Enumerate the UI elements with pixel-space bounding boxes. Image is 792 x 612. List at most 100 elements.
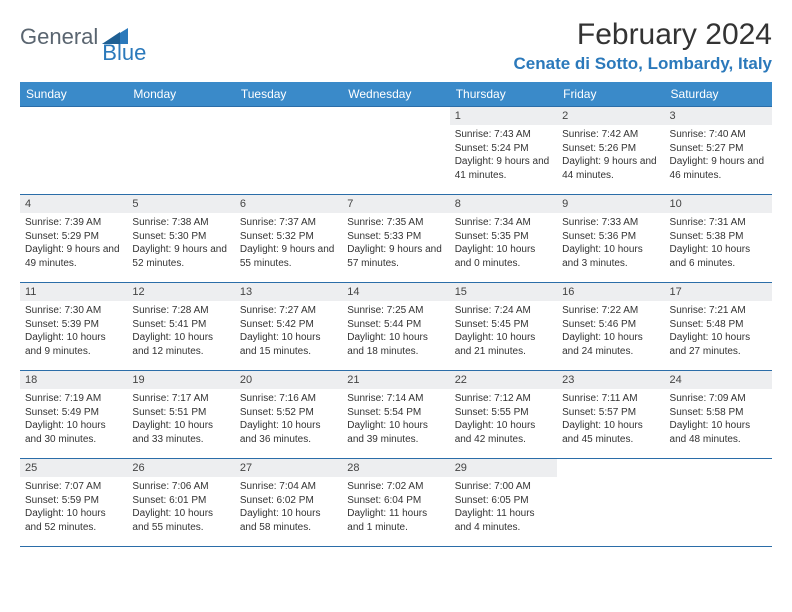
daylight-line: Daylight: 9 hours and 57 minutes.: [347, 243, 444, 270]
sunrise-line: Sunrise: 7:40 AM: [670, 128, 767, 142]
header: General Blue February 2024 Cenate di Sot…: [20, 18, 772, 74]
empty-cell: [20, 107, 127, 195]
calendar-head: SundayMondayTuesdayWednesdayThursdayFrid…: [20, 82, 772, 107]
day-cell: 12Sunrise: 7:28 AMSunset: 5:41 PMDayligh…: [127, 283, 234, 371]
day-number: 19: [127, 371, 234, 389]
daylight-line: Daylight: 10 hours and 58 minutes.: [240, 507, 337, 534]
sunrise-line: Sunrise: 7:21 AM: [670, 304, 767, 318]
daylight-line: Daylight: 10 hours and 30 minutes.: [25, 419, 122, 446]
day-cell: 14Sunrise: 7:25 AMSunset: 5:44 PMDayligh…: [342, 283, 449, 371]
weekday-header: Wednesday: [342, 82, 449, 107]
day-details: Sunrise: 7:06 AMSunset: 6:01 PMDaylight:…: [127, 477, 234, 537]
daylight-line: Daylight: 10 hours and 15 minutes.: [240, 331, 337, 358]
day-cell: 2Sunrise: 7:42 AMSunset: 5:26 PMDaylight…: [557, 107, 664, 195]
day-cell: 26Sunrise: 7:06 AMSunset: 6:01 PMDayligh…: [127, 459, 234, 547]
day-number: 14: [342, 283, 449, 301]
daylight-line: Daylight: 10 hours and 9 minutes.: [25, 331, 122, 358]
sunrise-line: Sunrise: 7:11 AM: [562, 392, 659, 406]
daylight-line: Daylight: 10 hours and 24 minutes.: [562, 331, 659, 358]
sunrise-line: Sunrise: 7:24 AM: [455, 304, 552, 318]
day-details: Sunrise: 7:35 AMSunset: 5:33 PMDaylight:…: [342, 213, 449, 273]
sunset-line: Sunset: 5:54 PM: [347, 406, 444, 420]
daylight-line: Daylight: 10 hours and 27 minutes.: [670, 331, 767, 358]
sunset-line: Sunset: 5:33 PM: [347, 230, 444, 244]
daylight-line: Daylight: 10 hours and 39 minutes.: [347, 419, 444, 446]
daylight-line: Daylight: 10 hours and 45 minutes.: [562, 419, 659, 446]
daylight-line: Daylight: 9 hours and 55 minutes.: [240, 243, 337, 270]
day-number: 9: [557, 195, 664, 213]
sunrise-line: Sunrise: 7:02 AM: [347, 480, 444, 494]
day-details: Sunrise: 7:17 AMSunset: 5:51 PMDaylight:…: [127, 389, 234, 449]
day-details: Sunrise: 7:38 AMSunset: 5:30 PMDaylight:…: [127, 213, 234, 273]
daylight-line: Daylight: 11 hours and 1 minute.: [347, 507, 444, 534]
weekday-header: Friday: [557, 82, 664, 107]
day-number: 15: [450, 283, 557, 301]
day-cell: 16Sunrise: 7:22 AMSunset: 5:46 PMDayligh…: [557, 283, 664, 371]
sunset-line: Sunset: 5:30 PM: [132, 230, 229, 244]
day-details: Sunrise: 7:09 AMSunset: 5:58 PMDaylight:…: [665, 389, 772, 449]
daylight-line: Daylight: 10 hours and 18 minutes.: [347, 331, 444, 358]
sunset-line: Sunset: 6:02 PM: [240, 494, 337, 508]
day-cell: 27Sunrise: 7:04 AMSunset: 6:02 PMDayligh…: [235, 459, 342, 547]
daylight-line: Daylight: 10 hours and 6 minutes.: [670, 243, 767, 270]
sunrise-line: Sunrise: 7:31 AM: [670, 216, 767, 230]
day-cell: 21Sunrise: 7:14 AMSunset: 5:54 PMDayligh…: [342, 371, 449, 459]
day-number: 12: [127, 283, 234, 301]
sunset-line: Sunset: 5:41 PM: [132, 318, 229, 332]
day-number: 28: [342, 459, 449, 477]
day-details: Sunrise: 7:28 AMSunset: 5:41 PMDaylight:…: [127, 301, 234, 361]
sunset-line: Sunset: 5:51 PM: [132, 406, 229, 420]
sunrise-line: Sunrise: 7:33 AM: [562, 216, 659, 230]
day-details: Sunrise: 7:02 AMSunset: 6:04 PMDaylight:…: [342, 477, 449, 537]
sunrise-line: Sunrise: 7:34 AM: [455, 216, 552, 230]
sunset-line: Sunset: 5:58 PM: [670, 406, 767, 420]
sunset-line: Sunset: 5:35 PM: [455, 230, 552, 244]
day-cell: 25Sunrise: 7:07 AMSunset: 5:59 PMDayligh…: [20, 459, 127, 547]
daylight-line: Daylight: 9 hours and 41 minutes.: [455, 155, 552, 182]
daylight-line: Daylight: 10 hours and 42 minutes.: [455, 419, 552, 446]
daylight-line: Daylight: 10 hours and 12 minutes.: [132, 331, 229, 358]
day-details: Sunrise: 7:19 AMSunset: 5:49 PMDaylight:…: [20, 389, 127, 449]
sunrise-line: Sunrise: 7:16 AM: [240, 392, 337, 406]
day-details: Sunrise: 7:04 AMSunset: 6:02 PMDaylight:…: [235, 477, 342, 537]
day-number: 17: [665, 283, 772, 301]
sunset-line: Sunset: 5:45 PM: [455, 318, 552, 332]
day-number: 6: [235, 195, 342, 213]
day-cell: 22Sunrise: 7:12 AMSunset: 5:55 PMDayligh…: [450, 371, 557, 459]
day-number: 18: [20, 371, 127, 389]
daylight-line: Daylight: 9 hours and 46 minutes.: [670, 155, 767, 182]
sunset-line: Sunset: 5:46 PM: [562, 318, 659, 332]
logo: General Blue: [20, 18, 150, 50]
sunset-line: Sunset: 5:52 PM: [240, 406, 337, 420]
sunrise-line: Sunrise: 7:07 AM: [25, 480, 122, 494]
day-details: Sunrise: 7:39 AMSunset: 5:29 PMDaylight:…: [20, 213, 127, 273]
sunset-line: Sunset: 5:27 PM: [670, 142, 767, 156]
calendar-row: 25Sunrise: 7:07 AMSunset: 5:59 PMDayligh…: [20, 459, 772, 547]
sunrise-line: Sunrise: 7:09 AM: [670, 392, 767, 406]
day-details: Sunrise: 7:12 AMSunset: 5:55 PMDaylight:…: [450, 389, 557, 449]
empty-cell: [342, 107, 449, 195]
day-number: 1: [450, 107, 557, 125]
day-number: 7: [342, 195, 449, 213]
daylight-line: Daylight: 11 hours and 4 minutes.: [455, 507, 552, 534]
sunrise-line: Sunrise: 7:28 AM: [132, 304, 229, 318]
calendar-body: 1Sunrise: 7:43 AMSunset: 5:24 PMDaylight…: [20, 107, 772, 547]
day-number: 8: [450, 195, 557, 213]
day-details: Sunrise: 7:30 AMSunset: 5:39 PMDaylight:…: [20, 301, 127, 361]
sunset-line: Sunset: 5:24 PM: [455, 142, 552, 156]
sunset-line: Sunset: 5:29 PM: [25, 230, 122, 244]
day-number: 5: [127, 195, 234, 213]
sunset-line: Sunset: 5:39 PM: [25, 318, 122, 332]
sunset-line: Sunset: 5:59 PM: [25, 494, 122, 508]
month-title: February 2024: [514, 18, 773, 52]
day-cell: 24Sunrise: 7:09 AMSunset: 5:58 PMDayligh…: [665, 371, 772, 459]
sunrise-line: Sunrise: 7:00 AM: [455, 480, 552, 494]
day-details: Sunrise: 7:11 AMSunset: 5:57 PMDaylight:…: [557, 389, 664, 449]
weekday-header: Saturday: [665, 82, 772, 107]
sunset-line: Sunset: 5:55 PM: [455, 406, 552, 420]
day-cell: 6Sunrise: 7:37 AMSunset: 5:32 PMDaylight…: [235, 195, 342, 283]
weekday-header: Thursday: [450, 82, 557, 107]
sunset-line: Sunset: 6:05 PM: [455, 494, 552, 508]
day-cell: 17Sunrise: 7:21 AMSunset: 5:48 PMDayligh…: [665, 283, 772, 371]
sunrise-line: Sunrise: 7:37 AM: [240, 216, 337, 230]
